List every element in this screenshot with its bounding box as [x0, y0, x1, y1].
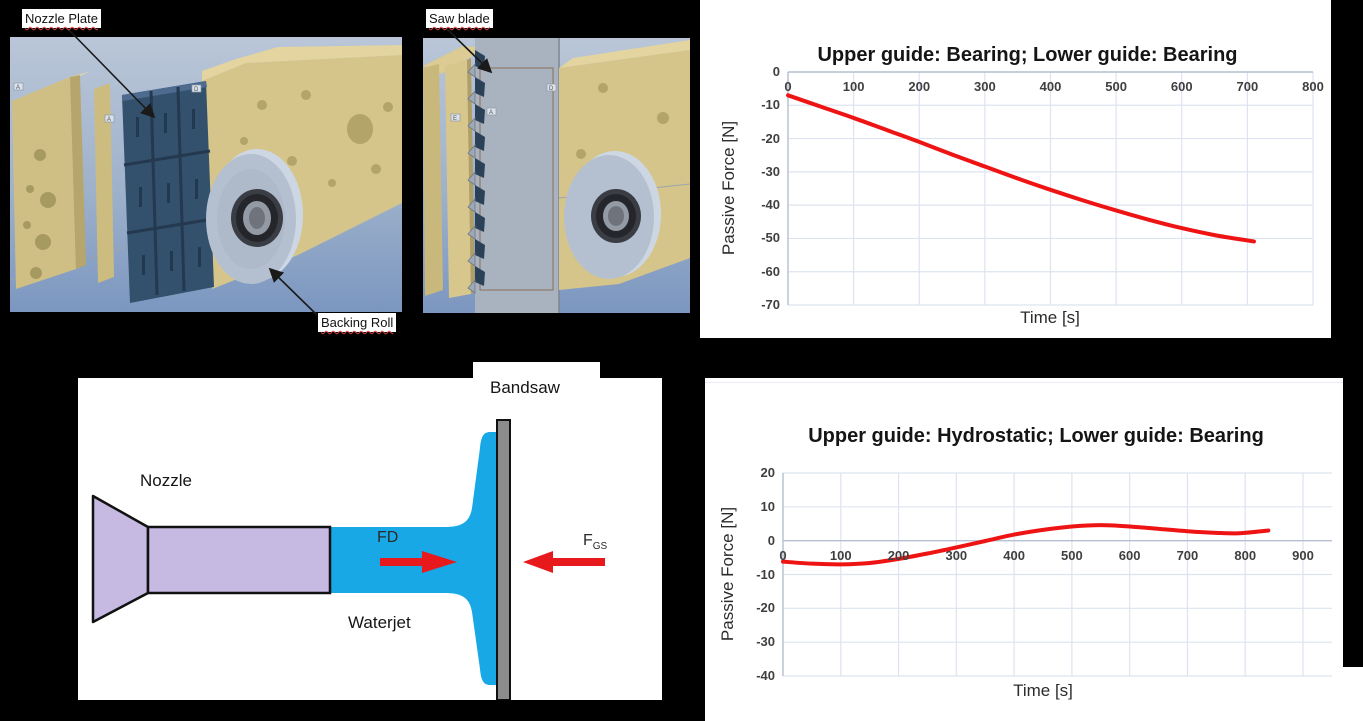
x-tick-label: 400 — [1039, 79, 1062, 94]
bolt-holes — [240, 90, 393, 187]
y-axis-title: Passive Force [N] — [719, 120, 738, 256]
y-tick-label: 20 — [760, 465, 775, 480]
y-tick-label: 10 — [760, 498, 775, 514]
y-tick-label: -40 — [761, 197, 780, 213]
y-tick-label: -50 — [761, 230, 780, 246]
cad-annotation-tags: E A D — [450, 83, 557, 122]
svg-text:A: A — [16, 85, 20, 91]
saw-blade-label: Saw blade — [426, 9, 493, 28]
fgs-label: FGS — [583, 532, 608, 553]
backing-roll-disc — [206, 149, 303, 284]
bandsaw-label-tab — [473, 362, 600, 380]
left-tan-block — [12, 71, 92, 289]
x-tick-label: 300 — [945, 547, 968, 563]
plot-area — [786, 71, 1314, 306]
saw-blade-shape — [467, 38, 560, 313]
chart-title: Upper guide: Bearing; Lower guide: Beari… — [817, 44, 1238, 66]
nozzle-barrel-shape — [146, 525, 332, 595]
x-tick-label: 200 — [908, 79, 931, 94]
fd-force-arrow — [380, 551, 457, 573]
saw-teeth — [467, 50, 485, 294]
x-tick-label: 500 — [1061, 547, 1083, 563]
x-tick-label: 0 — [784, 79, 792, 94]
x-tick-label: 600 — [1170, 79, 1193, 94]
x-tick-label: 400 — [1003, 547, 1025, 563]
plate-slots — [136, 109, 201, 275]
x-tick-label: 700 — [1236, 79, 1259, 94]
y-tick-label: 0 — [772, 64, 780, 79]
cad-scene-2: E A D — [423, 38, 691, 313]
x-tick-label: 700 — [1176, 547, 1199, 563]
x-tick-label: 500 — [1105, 79, 1127, 94]
y-tick-label: 0 — [767, 532, 775, 548]
svg-text:A: A — [489, 110, 493, 116]
x-tick-label: 900 — [1292, 547, 1314, 563]
y-tick-label: -10 — [761, 97, 780, 113]
cad-scene-1: A A D — [9, 37, 403, 312]
white-corner-fragment — [1343, 667, 1363, 721]
svg-text:D: D — [549, 86, 554, 92]
x-tick-label: 800 — [1234, 547, 1257, 563]
x-axis-title: Time [s] — [1020, 308, 1080, 327]
x-tick-label: 600 — [1118, 547, 1141, 563]
x-tick-label: 200 — [887, 547, 910, 563]
x-tick-label: 100 — [829, 547, 852, 563]
plot-area — [781, 472, 1332, 677]
cad-render-saw-blade: E A D — [423, 38, 691, 313]
nozzle-plate-shape — [122, 81, 214, 303]
gridlines — [782, 472, 1332, 677]
diagram-shapes — [91, 419, 605, 700]
guide-roll-disc — [564, 151, 661, 279]
y-tick-label: -40 — [756, 668, 775, 683]
bolt-holes — [23, 149, 56, 279]
chart-title: Upper guide: Hydrostatic; Lower guide: B… — [808, 425, 1264, 447]
svg-text:A: A — [107, 117, 111, 123]
series-curve — [781, 523, 1271, 567]
y-tick-label: -70 — [761, 297, 780, 312]
y-tick-label: -10 — [756, 566, 775, 582]
cad-annotation-tags: A A D — [13, 82, 202, 123]
bandsaw-blade-bar — [496, 419, 511, 700]
x-tick-label: 800 — [1302, 79, 1324, 94]
panel-seam — [705, 382, 1343, 383]
waterjet-schematic: Bandsaw Nozzle Waterjet FD FGS — [78, 362, 662, 700]
x-tick-label: 100 — [842, 79, 865, 94]
y-tick-label: -20 — [761, 130, 780, 146]
y-tick-label: -30 — [756, 634, 775, 650]
bandsaw-label: Bandsaw — [490, 378, 560, 397]
svg-text:E: E — [453, 116, 457, 122]
y-tick-label: -20 — [756, 600, 775, 616]
nozzle-label: Nozzle — [140, 471, 192, 490]
y-tick-label: -30 — [761, 163, 780, 179]
x-axis-title: Time [s] — [1013, 681, 1073, 700]
chart-bearing-bearing: Upper guide: Bearing; Lower guide: Beari… — [700, 0, 1331, 338]
fgs-force-arrow — [523, 551, 605, 573]
fd-label: FD — [377, 529, 399, 546]
plate-dividers — [123, 86, 214, 296]
nozzle-funnel-shape — [91, 494, 150, 624]
svg-text:D: D — [194, 87, 199, 93]
cad-render-nozzle-plate: A A D — [9, 37, 403, 312]
nozzle-plate-label: Nozzle Plate — [22, 9, 101, 28]
x-tick-label: 300 — [974, 79, 996, 94]
series-curve — [786, 93, 1256, 244]
bolt-holes — [576, 83, 669, 159]
x-tick-label: 0 — [779, 547, 787, 563]
waterjet-label: Waterjet — [348, 613, 411, 632]
middle-tan-sliver — [94, 83, 114, 283]
y-tick-label: -60 — [761, 263, 780, 279]
backing-roll-label: Backing Roll — [318, 313, 397, 332]
chart-hydrostatic-bearing: Upper guide: Hydrostatic; Lower guide: B… — [705, 378, 1343, 721]
